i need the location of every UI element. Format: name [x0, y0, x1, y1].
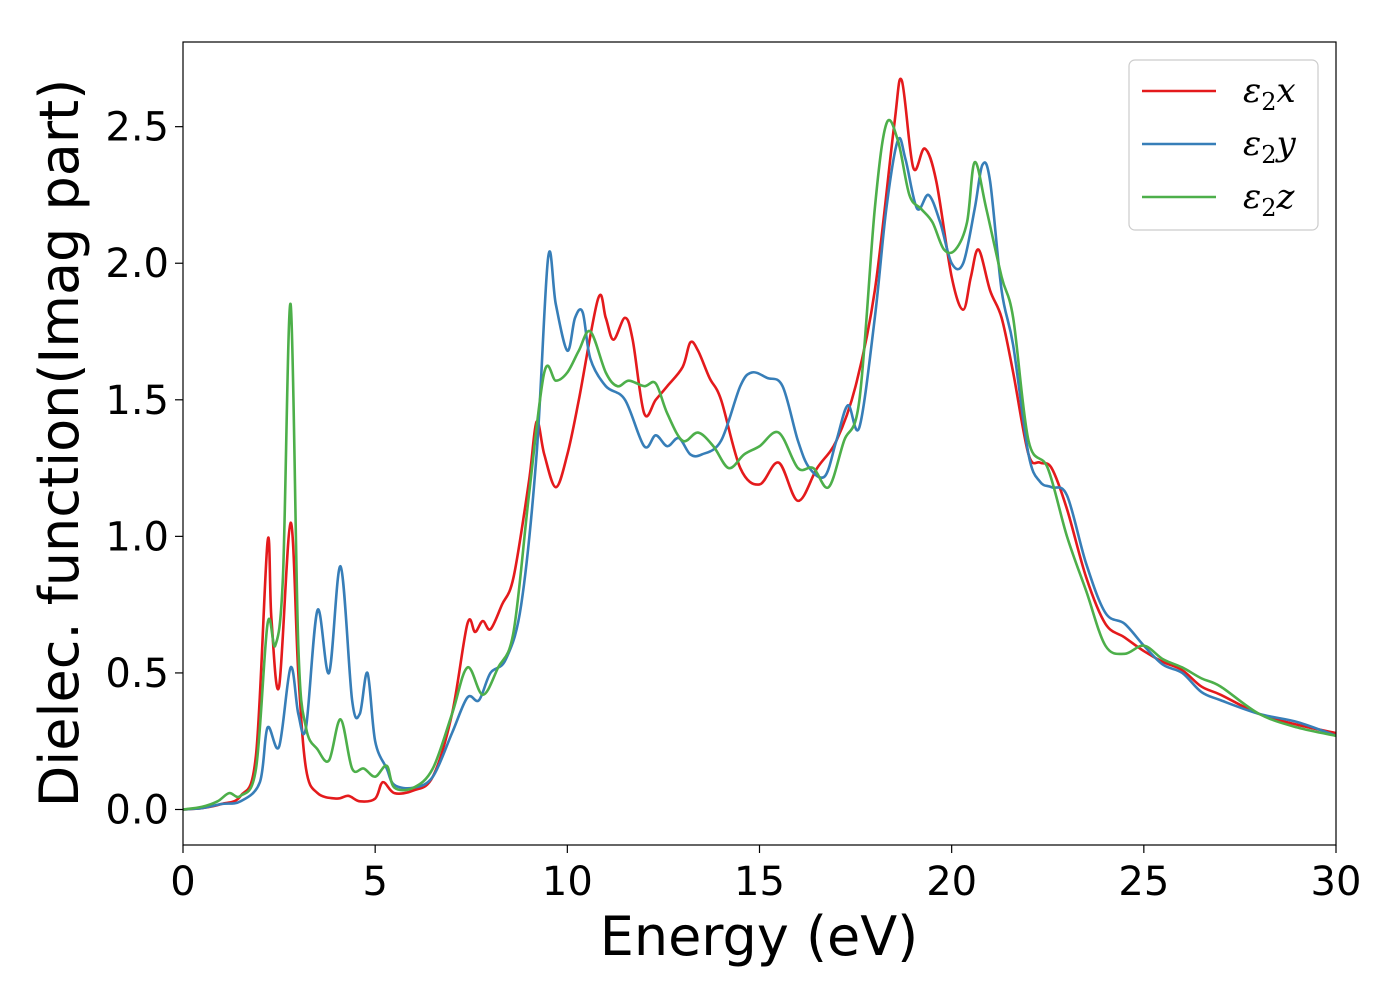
- plot-lines: [183, 77, 1336, 811]
- y-tick-label: 2.5: [105, 105, 169, 151]
- legend-label-z: ε2z: [1243, 177, 1296, 222]
- x-tick-label: 0: [170, 859, 195, 905]
- series-line-z: [183, 118, 1336, 811]
- x-axis: 0 5 10 15 20 25 30: [170, 845, 1361, 905]
- x-tick-label: 15: [734, 859, 785, 905]
- x-tick-label: 5: [362, 859, 387, 905]
- y-tick-label: 2.0: [105, 241, 169, 287]
- x-tick-label: 10: [542, 859, 593, 905]
- series-line-y: [183, 136, 1336, 811]
- legend-box: [1128, 59, 1319, 231]
- y-axis: 0.0 0.5 1.0 1.5 2.0 2.5: [105, 105, 183, 833]
- x-axis-label: Energy (eV): [600, 905, 919, 968]
- y-tick-label: 1.0: [105, 514, 169, 560]
- legend-label-x: ε2x: [1243, 71, 1296, 116]
- y-tick-label: 0.5: [105, 651, 169, 697]
- x-tick-label: 30: [1311, 859, 1362, 905]
- legend-label-y: ε2y: [1243, 124, 1297, 169]
- y-axis-label: Dielec. function(Imag part): [28, 79, 91, 808]
- x-tick-label: 25: [1118, 859, 1169, 905]
- legend: ε2x ε2y ε2z: [1128, 59, 1319, 231]
- y-tick-label: 1.5: [105, 378, 169, 424]
- x-tick-label: 20: [926, 859, 977, 905]
- y-tick-label: 0.0: [105, 787, 169, 833]
